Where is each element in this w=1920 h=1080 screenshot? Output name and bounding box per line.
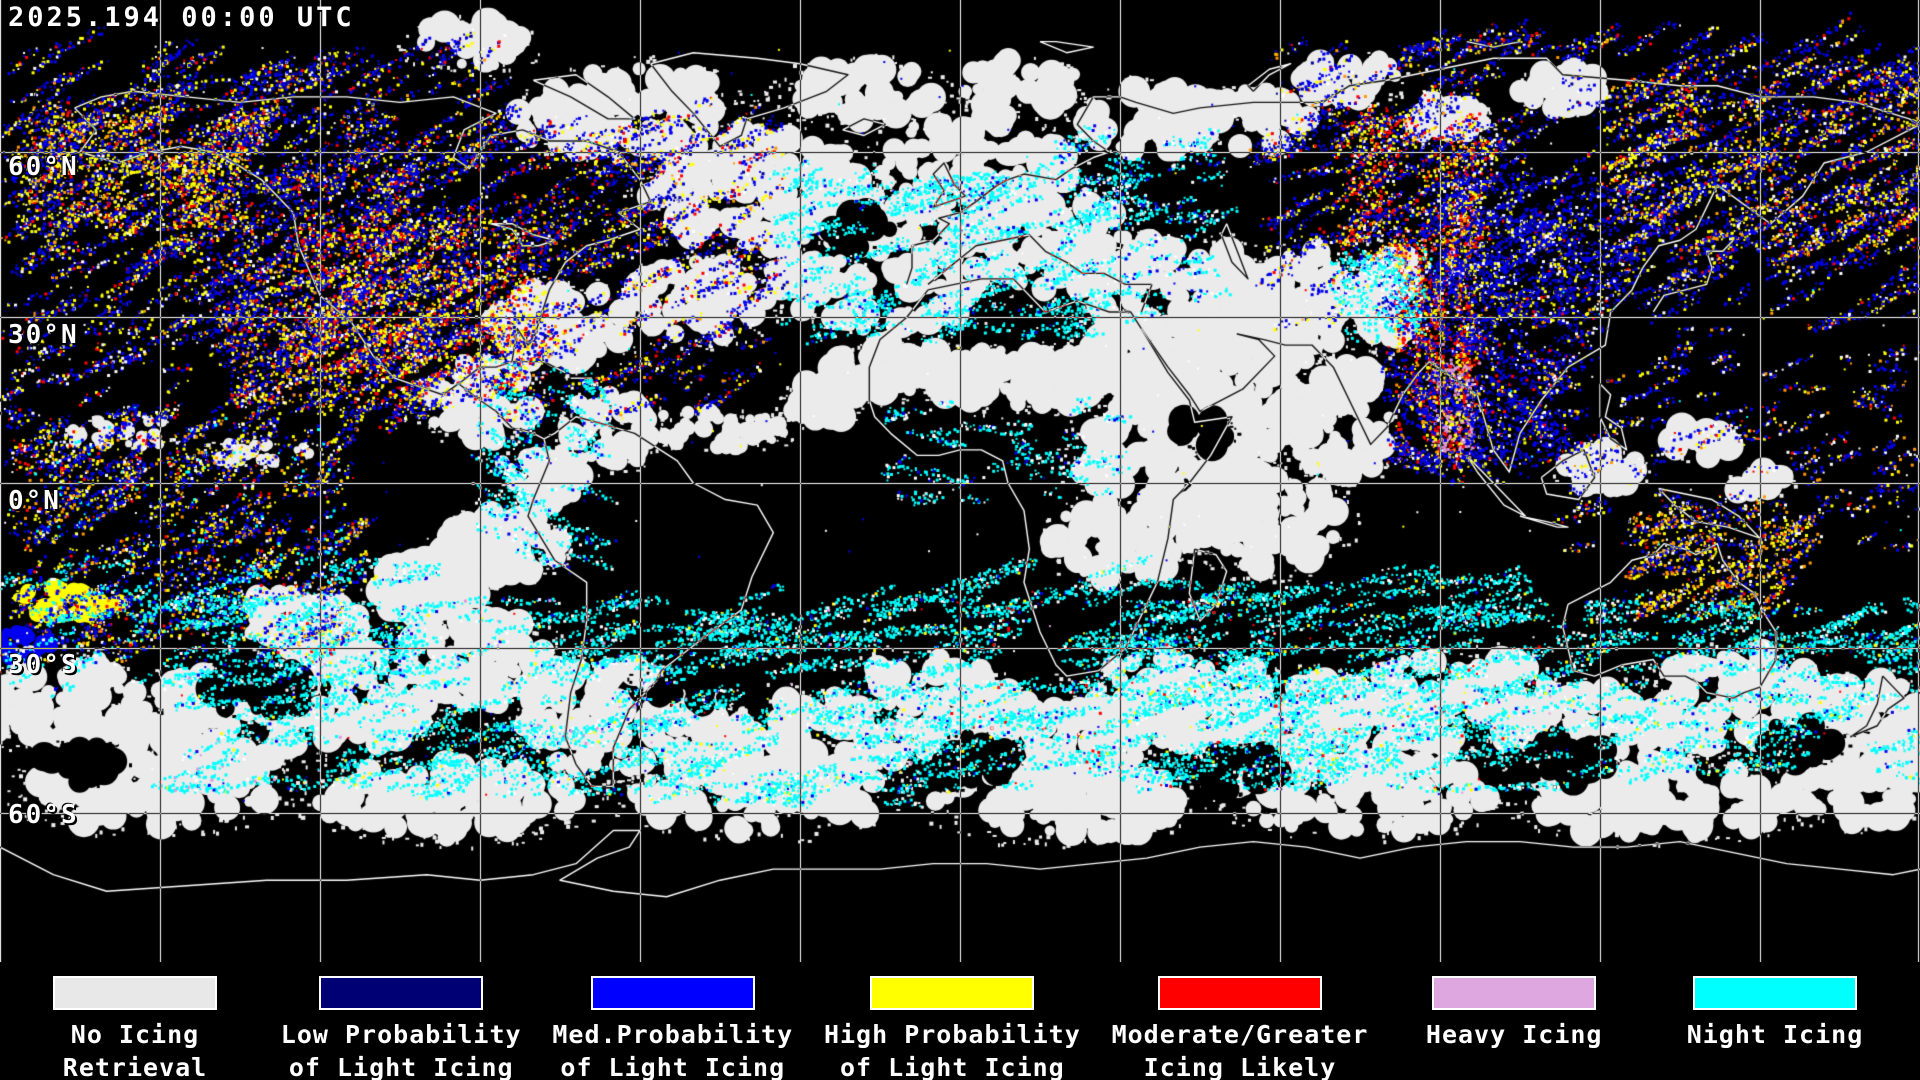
med-prob-swatch bbox=[590, 976, 755, 1010]
legend-label: of Light Icing bbox=[840, 1053, 1065, 1080]
legend-label: Retrieval bbox=[62, 1053, 208, 1080]
legend-label: Icing Likely bbox=[1143, 1053, 1337, 1080]
legend-label: Heavy Icing bbox=[1425, 1020, 1603, 1049]
night-icing-swatch bbox=[1693, 976, 1857, 1010]
legend-item-moderate: Moderate/Greater Icing Likely bbox=[1112, 962, 1369, 1080]
legend-label: of Light Icing bbox=[288, 1053, 514, 1080]
legend-item-high-prob: High Probability of Light Icing bbox=[824, 962, 1081, 1080]
legend-item-med-prob: Med.Probability of Light Icing bbox=[552, 962, 793, 1080]
timestamp-label: 2025.194 00:00 UTC bbox=[8, 2, 355, 33]
legend-item-night: Night Icing bbox=[1660, 962, 1890, 1051]
latitude-label-60n: 60°N bbox=[8, 152, 79, 182]
heavy-icing-swatch bbox=[1432, 976, 1597, 1010]
legend-label: High Probability bbox=[823, 1020, 1081, 1049]
legend-label: of Light Icing bbox=[560, 1053, 786, 1080]
legend-item-heavy: Heavy Icing bbox=[1399, 962, 1629, 1051]
legend-item-low-prob: Low Probability of Light Icing bbox=[281, 962, 522, 1080]
legend-label: Low Probability bbox=[280, 1020, 522, 1049]
no-icing-swatch bbox=[53, 976, 217, 1010]
legend-bar: No Icing Retrieval Low Probability of Li… bbox=[0, 962, 1920, 1080]
legend-item-no-icing: No Icing Retrieval bbox=[20, 962, 250, 1080]
legend-label: Night Icing bbox=[1686, 1020, 1864, 1049]
latitude-label-30s: 30°S bbox=[8, 650, 79, 680]
latitude-label-0n: 0°N bbox=[8, 486, 61, 516]
low-prob-swatch bbox=[319, 976, 484, 1010]
icing-map-canvas bbox=[0, 0, 1920, 962]
moderate-icing-swatch bbox=[1157, 976, 1322, 1010]
latitude-label-30n: 30°N bbox=[8, 320, 79, 350]
legend-label: No Icing bbox=[70, 1020, 200, 1049]
legend-label: Med.Probability bbox=[552, 1020, 794, 1049]
high-prob-swatch bbox=[870, 976, 1035, 1010]
latitude-label-60s: 60°S bbox=[8, 800, 79, 830]
legend-label: Moderate/Greater bbox=[1111, 1020, 1369, 1049]
